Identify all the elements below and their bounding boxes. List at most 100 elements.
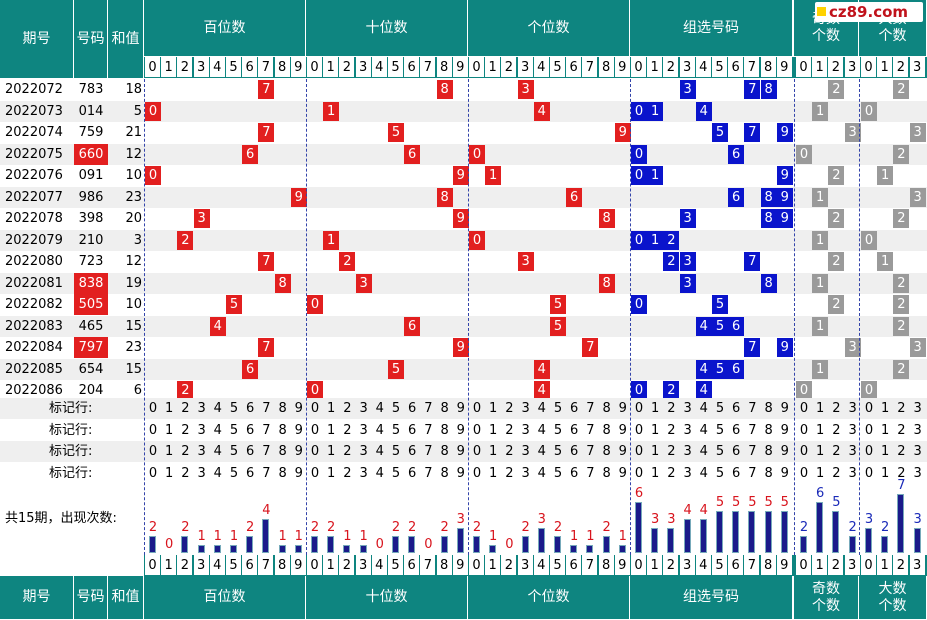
count-label-hundreds: 2 xyxy=(246,520,255,535)
position-digit-mark: 9 xyxy=(452,209,469,228)
big-count-mark: 0 xyxy=(861,381,877,400)
count-bar-units xyxy=(489,544,497,553)
marker-digit: 6 xyxy=(732,444,741,459)
position-digit-mark: 7 xyxy=(258,252,275,271)
header-number: 号码 xyxy=(74,0,108,79)
position-digit-mark: 9 xyxy=(290,187,307,207)
marker-digit: 2 xyxy=(832,422,841,438)
digit-header-top: 3 xyxy=(679,57,695,77)
marker-digit: 3 xyxy=(913,401,922,416)
marker-row-label: 标记行: xyxy=(49,401,93,416)
marker-digit: 8 xyxy=(602,444,611,459)
digit-header-bottom: 0 xyxy=(469,555,484,575)
marker-digit: 1 xyxy=(651,422,660,438)
big-count-mark: 3 xyxy=(909,187,926,207)
table-row: 2022082 505 10 5 0 5 0 5 2 2 xyxy=(0,294,927,315)
footer-sum: 和值 xyxy=(108,576,144,620)
digit-header-top: 8 xyxy=(436,57,452,77)
position-digit-mark: 9 xyxy=(614,123,631,142)
count-label-tens: 1 xyxy=(359,528,368,544)
position-digit-mark: 0 xyxy=(307,381,323,400)
marker-digit: 9 xyxy=(618,465,627,481)
count-label-units: 0 xyxy=(505,537,514,552)
marker-digit: 8 xyxy=(278,422,287,438)
marker-digit: 7 xyxy=(748,401,757,416)
marker-digit: 7 xyxy=(424,465,433,481)
marker-digit: 5 xyxy=(715,444,725,459)
marker-digit: 1 xyxy=(816,401,825,416)
position-digit-mark: 5 xyxy=(226,295,242,314)
count-bar-hundreds xyxy=(262,519,270,553)
marker-digit: 1 xyxy=(881,444,890,459)
marker-row-label: 标记行: xyxy=(49,444,93,459)
group-digit-mark: 8 xyxy=(760,209,777,228)
count-bar-big xyxy=(865,527,872,553)
big-count-mark: 2 xyxy=(893,209,910,228)
marker-digit: 0 xyxy=(148,444,158,459)
section-divider xyxy=(630,79,631,555)
count-bar-group xyxy=(667,527,675,553)
marker-digit: 9 xyxy=(294,465,303,481)
row-issue: 2022084 xyxy=(5,340,63,355)
marker-digit: 5 xyxy=(553,444,563,459)
marker-row-label: 标记行: xyxy=(49,465,93,481)
count-bar-odd xyxy=(848,536,856,553)
count-bar-group xyxy=(732,510,740,553)
marker-digit: 1 xyxy=(165,444,174,459)
marker-digit: 8 xyxy=(602,422,611,438)
marker-digit: 4 xyxy=(375,444,384,459)
group-digit-mark: 0 xyxy=(631,144,647,164)
digit-header-bottom: 1 xyxy=(812,555,828,575)
marker-digit: 2 xyxy=(181,444,190,459)
marker-digit: 2 xyxy=(505,422,514,438)
group-digit-mark: 4 xyxy=(695,359,712,379)
marker-digit: 6 xyxy=(570,444,579,459)
digit-header-top: 2 xyxy=(828,57,844,77)
group-digit-mark: 0 xyxy=(631,166,647,185)
marker-digit: 6 xyxy=(408,444,417,459)
marker-digit: 9 xyxy=(780,465,789,481)
footer-section-0: 百位数 xyxy=(144,576,306,620)
marker-digit: 1 xyxy=(881,465,890,481)
summary-label: 共15期，出现次数: xyxy=(5,511,117,526)
position-digit-mark: 0 xyxy=(307,295,323,314)
digit-header-top: 0 xyxy=(861,57,876,77)
marker-digit: 0 xyxy=(864,401,874,416)
marker-digit: 4 xyxy=(537,465,546,481)
count-bar-big xyxy=(881,536,889,553)
marker-digit: 9 xyxy=(456,401,465,416)
digit-header-bottom: 7 xyxy=(744,555,760,575)
marker-digit: 8 xyxy=(764,465,773,481)
count-label-tens: 2 xyxy=(408,520,417,535)
marker-digit: 3 xyxy=(197,422,206,438)
row-sum: 19 xyxy=(125,275,142,291)
position-digit-mark: 8 xyxy=(598,209,615,228)
marker-digit: 8 xyxy=(602,401,611,416)
count-bar-hundreds xyxy=(197,544,205,553)
position-digit-mark: 2 xyxy=(177,381,194,400)
odd-count-mark: 2 xyxy=(828,295,845,314)
digit-header-top: 0 xyxy=(145,57,160,77)
digit-header-top: 4 xyxy=(209,57,225,77)
digit-header-top: 1 xyxy=(161,57,177,77)
row-issue: 2022077 xyxy=(5,189,63,205)
marker-digit: 7 xyxy=(748,465,757,481)
row-number: 014 xyxy=(78,103,104,119)
table-row: 2022079 210 3 2 1 0 0 1 2 1 0 xyxy=(0,229,927,251)
odd-count-mark: 1 xyxy=(812,273,829,293)
marker-row: 标记行: 0 1 2 3 4 5 6 7 8 9 0 1 2 3 4 5 6 7 8 9 0 1 2 3 4 5 6 7 8 9 0 1 2 3 4 5… xyxy=(0,441,927,462)
digit-header-bottom: 9 xyxy=(776,555,792,575)
row-number: 986 xyxy=(78,189,104,205)
marker-digit: 5 xyxy=(553,422,563,438)
header-issue: 期号 xyxy=(0,0,74,79)
footer-big-count: 大数 个数 xyxy=(859,576,927,620)
digit-header-bottom: 7 xyxy=(420,555,436,575)
position-digit-mark: 4 xyxy=(209,316,226,336)
count-label-hundreds: 1 xyxy=(229,528,239,544)
header-section-3: 组选号码 xyxy=(630,0,793,57)
position-digit-mark: 0 xyxy=(469,230,485,250)
row-sum: 15 xyxy=(125,361,142,377)
marker-digit: 5 xyxy=(715,465,725,481)
digit-header-bottom: 1 xyxy=(877,555,893,575)
row-sum: 15 xyxy=(125,318,142,334)
